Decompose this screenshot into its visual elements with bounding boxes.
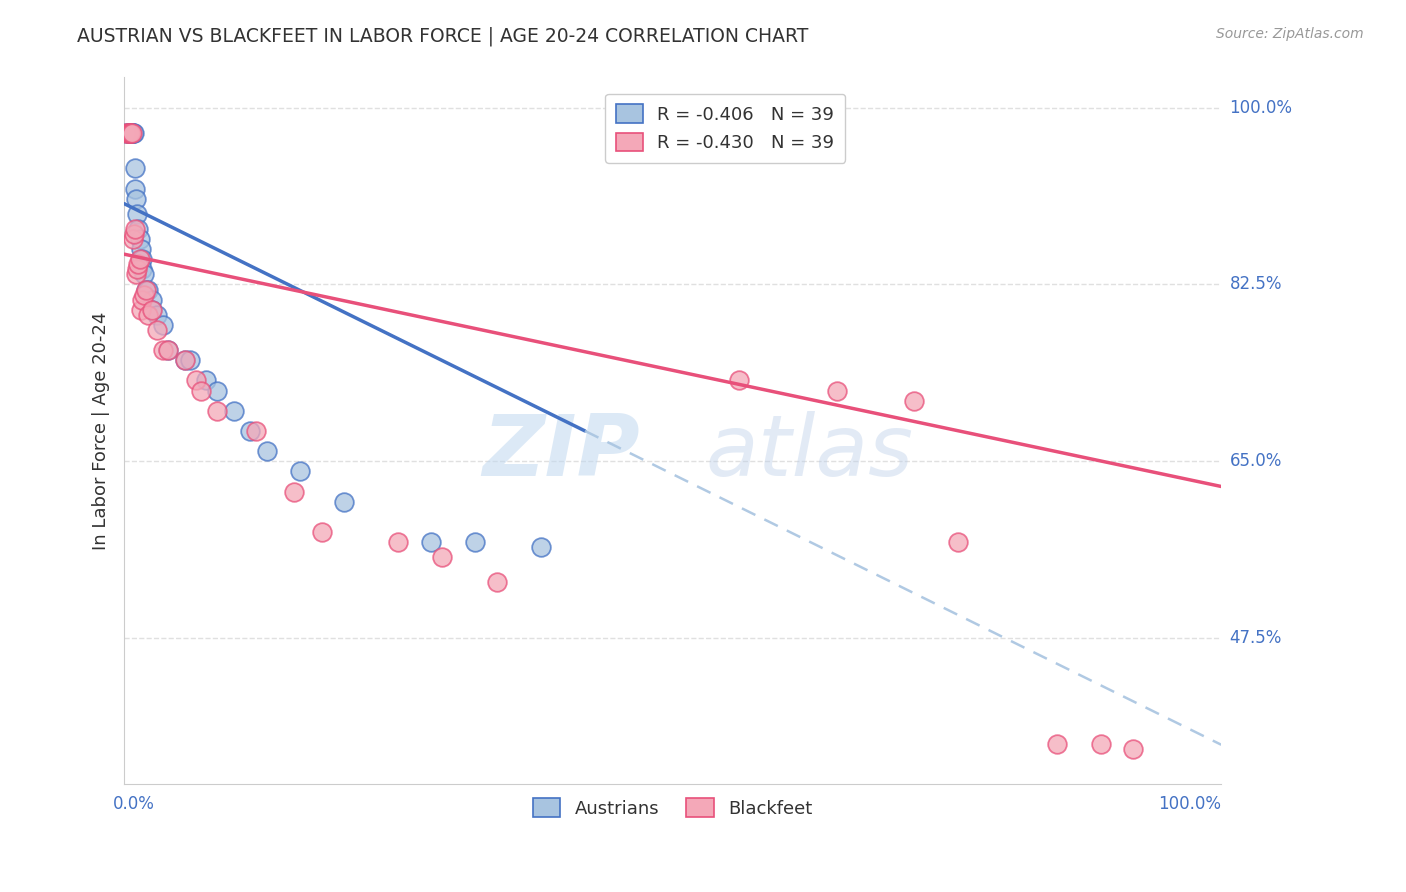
- Point: [184, 373, 207, 387]
- Point: [117, 126, 139, 140]
- Text: 47.5%: 47.5%: [1230, 629, 1282, 647]
- Point: [122, 126, 145, 140]
- Point: [173, 353, 195, 368]
- Point: [190, 384, 212, 398]
- Text: atlas: atlas: [706, 410, 914, 493]
- Point: [283, 484, 305, 499]
- Point: [131, 252, 153, 267]
- Point: [129, 302, 152, 317]
- Point: [128, 252, 150, 267]
- Point: [117, 126, 139, 140]
- Point: [1122, 742, 1144, 756]
- Point: [464, 535, 486, 549]
- Point: [903, 393, 925, 408]
- Point: [121, 126, 143, 140]
- Point: [146, 323, 169, 337]
- Point: [332, 494, 354, 508]
- Text: 0.0%: 0.0%: [114, 795, 155, 813]
- Point: [127, 222, 149, 236]
- Point: [115, 126, 138, 140]
- Point: [129, 242, 152, 256]
- Point: [125, 192, 148, 206]
- Point: [530, 540, 553, 554]
- Point: [179, 353, 201, 368]
- Point: [122, 227, 145, 241]
- Point: [157, 343, 180, 358]
- Point: [387, 535, 409, 549]
- Text: 65.0%: 65.0%: [1230, 452, 1282, 470]
- Point: [122, 126, 145, 140]
- Text: Source: ZipAtlas.com: Source: ZipAtlas.com: [1216, 27, 1364, 41]
- Point: [125, 268, 148, 282]
- Point: [118, 126, 141, 140]
- Point: [122, 126, 145, 140]
- Point: [118, 126, 141, 140]
- Point: [207, 384, 229, 398]
- Point: [727, 373, 749, 387]
- Text: AUSTRIAN VS BLACKFEET IN LABOR FORCE | AGE 20-24 CORRELATION CHART: AUSTRIAN VS BLACKFEET IN LABOR FORCE | A…: [77, 27, 808, 46]
- Point: [256, 444, 278, 458]
- Point: [1090, 737, 1112, 751]
- Point: [138, 308, 160, 322]
- Point: [131, 262, 153, 277]
- Point: [127, 207, 149, 221]
- Point: [486, 575, 509, 590]
- Point: [121, 126, 143, 140]
- Point: [311, 524, 333, 539]
- Point: [173, 353, 195, 368]
- Point: [132, 287, 155, 301]
- Point: [127, 262, 149, 277]
- Point: [141, 302, 163, 317]
- Point: [157, 343, 180, 358]
- Point: [827, 384, 849, 398]
- Point: [131, 293, 153, 307]
- Text: 100.0%: 100.0%: [1159, 795, 1222, 813]
- Point: [122, 232, 145, 246]
- Point: [118, 126, 141, 140]
- Text: ZIP: ZIP: [482, 410, 640, 493]
- Point: [135, 283, 157, 297]
- Point: [120, 126, 142, 140]
- Point: [120, 126, 142, 140]
- Point: [432, 550, 454, 565]
- Text: 100.0%: 100.0%: [1230, 99, 1292, 117]
- Point: [207, 403, 229, 417]
- Y-axis label: In Labor Force | Age 20-24: In Labor Force | Age 20-24: [93, 311, 110, 550]
- Point: [132, 268, 155, 282]
- Point: [117, 126, 139, 140]
- Text: 82.5%: 82.5%: [1230, 276, 1282, 293]
- Point: [1046, 737, 1069, 751]
- Point: [115, 126, 138, 140]
- Point: [138, 283, 160, 297]
- Point: [239, 424, 262, 438]
- Point: [245, 424, 267, 438]
- Point: [141, 293, 163, 307]
- Point: [141, 302, 163, 317]
- Point: [135, 283, 157, 297]
- Point: [946, 535, 969, 549]
- Point: [128, 232, 150, 246]
- Point: [195, 373, 218, 387]
- Point: [124, 181, 146, 195]
- Point: [420, 535, 443, 549]
- Point: [152, 343, 174, 358]
- Point: [288, 464, 311, 478]
- Point: [127, 257, 149, 271]
- Legend: Austrians, Blackfeet: Austrians, Blackfeet: [526, 791, 820, 825]
- Point: [222, 403, 245, 417]
- Point: [146, 308, 169, 322]
- Point: [117, 126, 139, 140]
- Point: [124, 161, 146, 176]
- Point: [124, 222, 146, 236]
- Point: [152, 318, 174, 332]
